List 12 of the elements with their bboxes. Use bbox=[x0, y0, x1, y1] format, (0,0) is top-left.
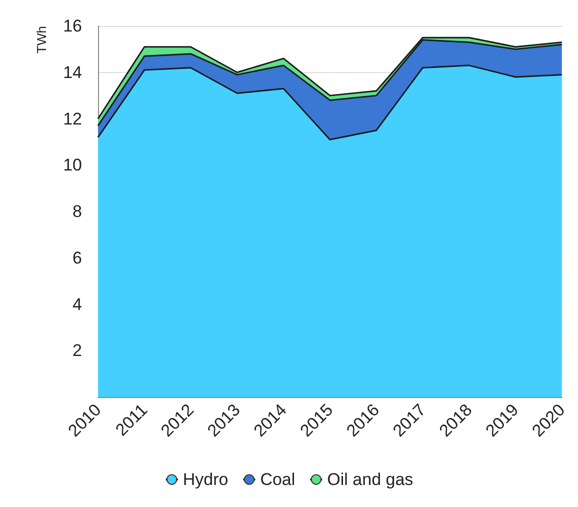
y-tick-label: 14 bbox=[63, 62, 82, 82]
y-tick-label: 10 bbox=[63, 156, 82, 175]
legend-label: Oil and gas bbox=[327, 470, 414, 489]
y-tick-label: 2 bbox=[72, 341, 82, 360]
y-axis-title: TWh bbox=[34, 26, 49, 54]
legend-label: Hydro bbox=[182, 470, 228, 489]
y-tick-label: 4 bbox=[72, 294, 82, 314]
y-tick-label: 16 bbox=[63, 16, 82, 36]
y-tick-label: 12 bbox=[63, 109, 82, 128]
legend-label: Coal bbox=[260, 470, 296, 489]
y-tick-label: 8 bbox=[72, 202, 82, 221]
y-tick-label: 6 bbox=[72, 248, 82, 268]
